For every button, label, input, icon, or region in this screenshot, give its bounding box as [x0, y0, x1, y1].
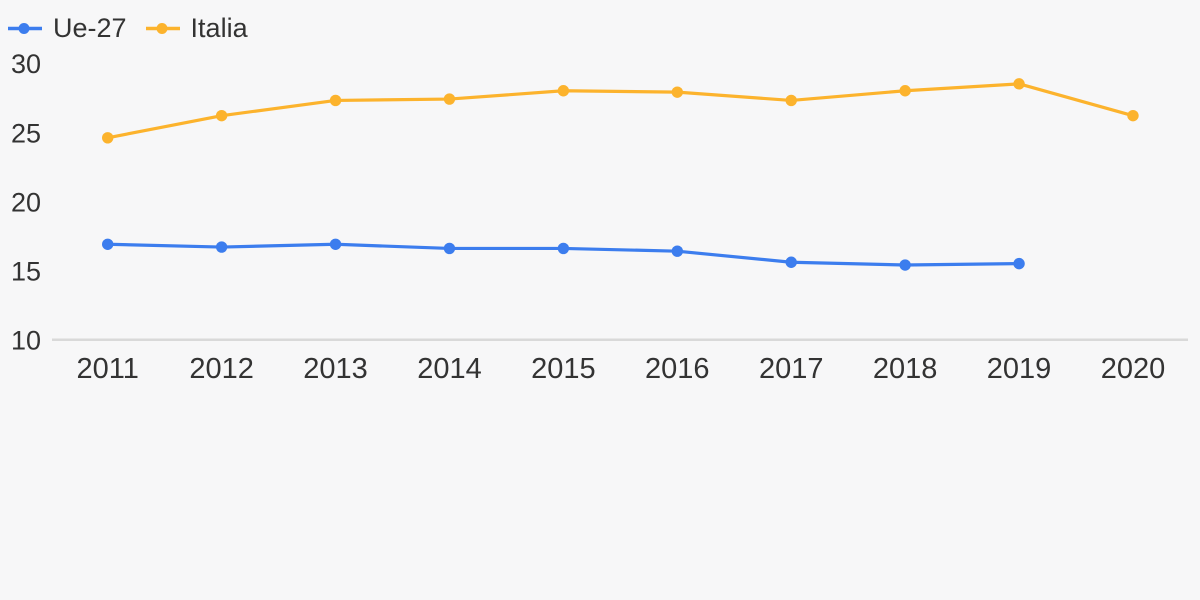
y-tick-label: 30: [11, 49, 41, 79]
legend-line-dot-icon: [8, 22, 42, 34]
data-point-Italia[interactable]: [785, 94, 797, 107]
y-tick-label: 15: [11, 257, 41, 287]
data-point-Ue-27[interactable]: [671, 245, 683, 257]
data-point-Italia[interactable]: [443, 93, 456, 105]
x-tick-label: 2011: [77, 353, 139, 385]
data-point-Ue-27[interactable]: [215, 241, 228, 253]
data-point-Italia[interactable]: [1013, 78, 1025, 90]
data-point-Ue-27[interactable]: [785, 256, 797, 268]
x-tick-label: 2017: [759, 353, 824, 385]
data-point-Ue-27[interactable]: [557, 242, 570, 255]
data-point-Ue-27[interactable]: [102, 238, 114, 250]
x-tick-label: 2015: [531, 353, 596, 385]
y-tick-label: 25: [11, 118, 41, 148]
x-tick-label: 2019: [987, 353, 1052, 385]
data-point-Ue-27[interactable]: [329, 238, 342, 250]
series-line-Italia: [106, 82, 1135, 140]
data-point-Italia[interactable]: [899, 85, 911, 97]
data-point-Italia[interactable]: [102, 132, 114, 144]
data-point-Italia[interactable]: [557, 85, 570, 97]
x-tick-label: 2020: [1101, 353, 1166, 385]
legend-line-dot-icon: [145, 22, 180, 34]
y-tick-label: 10: [11, 326, 41, 356]
y-tick-label: 20: [11, 187, 41, 217]
data-point-Italia[interactable]: [215, 109, 228, 122]
x-tick-label: 2016: [645, 353, 710, 385]
x-tick-label: 2018: [873, 353, 938, 385]
legend-item-ue27[interactable]: Ue-27: [8, 13, 127, 43]
data-point-Italia[interactable]: [329, 94, 342, 107]
x-tick-label: 2012: [189, 353, 254, 385]
legend-label-ue27: Ue-27: [53, 13, 127, 43]
data-point-Ue-27[interactable]: [1013, 257, 1025, 270]
data-point-Ue-27[interactable]: [899, 259, 911, 271]
x-tick-label: 2014: [417, 353, 482, 385]
data-point-Italia[interactable]: [671, 86, 683, 98]
legend-item-italia[interactable]: Italia: [145, 13, 248, 43]
data-point-Ue-27[interactable]: [443, 242, 456, 255]
legend-label-italia: Italia: [190, 13, 248, 43]
chart-legend: Ue-27 Italia: [8, 13, 248, 43]
x-tick-label: 2013: [303, 353, 368, 385]
data-point-Italia[interactable]: [1127, 109, 1139, 122]
